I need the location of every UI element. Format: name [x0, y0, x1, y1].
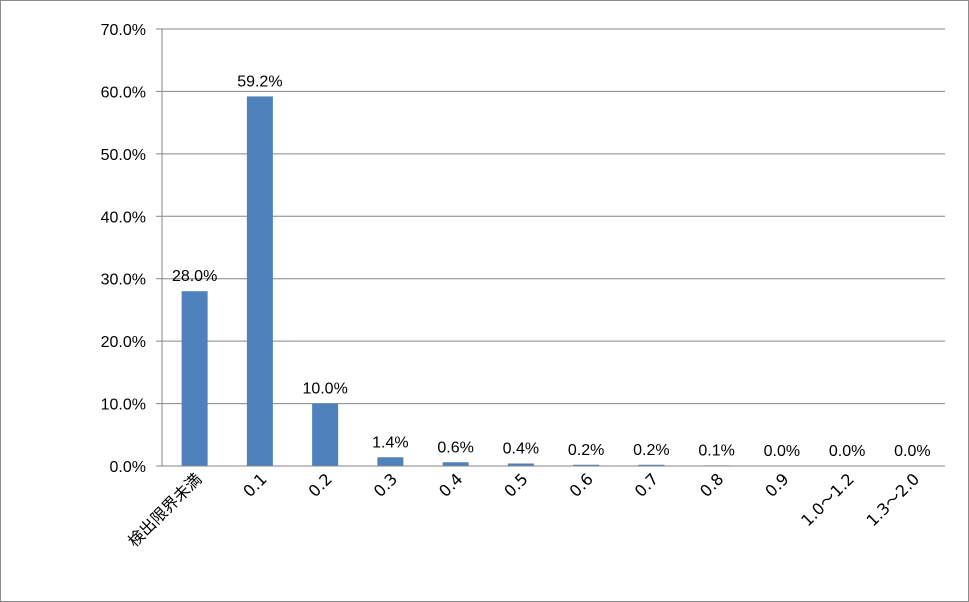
y-tick-labels: 0.0% 10.0% 20.0% 30.0% 40.0% 50.0% 60.0% 70.0%	[101, 22, 146, 476]
x-category-label: 0.8	[696, 469, 727, 500]
bars	[181, 96, 730, 467]
x-category-label: 検出限界未満	[124, 469, 205, 550]
y-tick-label: 0.0%	[110, 459, 146, 476]
x-category-label: 0.4	[435, 469, 466, 500]
data-label: 28.0%	[172, 268, 217, 285]
x-category-label: 0.3	[370, 469, 401, 500]
y-tick-label: 40.0%	[101, 209, 146, 226]
axes	[156, 28, 945, 467]
x-category-label: 0.7	[631, 469, 662, 500]
data-label: 0.6%	[437, 439, 473, 456]
data-label: 0.4%	[503, 441, 539, 458]
data-label: 59.2%	[237, 73, 282, 90]
x-category-label: 0.6	[566, 469, 597, 500]
y-tick-label: 30.0%	[101, 272, 146, 289]
data-label: 0.0%	[829, 443, 865, 460]
bar	[377, 457, 404, 466]
x-category-label: 0.5	[500, 469, 531, 500]
data-label: 0.1%	[698, 442, 734, 459]
y-tick-label: 20.0%	[101, 334, 146, 351]
x-category-label: 1.0～1.2	[797, 469, 858, 530]
y-tick-label: 10.0%	[101, 397, 146, 414]
x-category-label: 1.3～2.0	[862, 469, 923, 530]
x-category-label: 0.2	[305, 469, 336, 500]
data-labels: 28.0% 59.2% 10.0% 1.4% 0.6% 0.4% 0.2% 0.2% 0.1% 0…	[172, 73, 931, 460]
data-label: 0.2%	[633, 442, 669, 459]
data-label: 10.0%	[302, 381, 347, 398]
data-label: 0.0%	[894, 443, 930, 460]
x-category-label: 0.9	[761, 469, 792, 500]
bar	[442, 462, 469, 466]
bar	[181, 291, 208, 466]
bar	[507, 463, 534, 466]
y-tick-label: 50.0%	[101, 147, 146, 164]
y-tick-label: 60.0%	[101, 84, 146, 101]
x-category-labels: 検出限界未満 0.1 0.2 0.3 0.4 0.5 0.6 0.7 0.8 0.9 1.0～1.2…	[124, 469, 923, 550]
y-tick-label: 70.0%	[101, 22, 146, 39]
data-label: 1.4%	[372, 434, 408, 451]
bar	[573, 464, 600, 466]
data-label: 0.0%	[764, 443, 800, 460]
data-label: 0.2%	[568, 442, 604, 459]
gridlines	[162, 28, 945, 405]
x-category-label: 0.1	[239, 469, 270, 500]
bar	[312, 403, 339, 466]
bar	[246, 96, 273, 467]
bar	[638, 464, 665, 466]
